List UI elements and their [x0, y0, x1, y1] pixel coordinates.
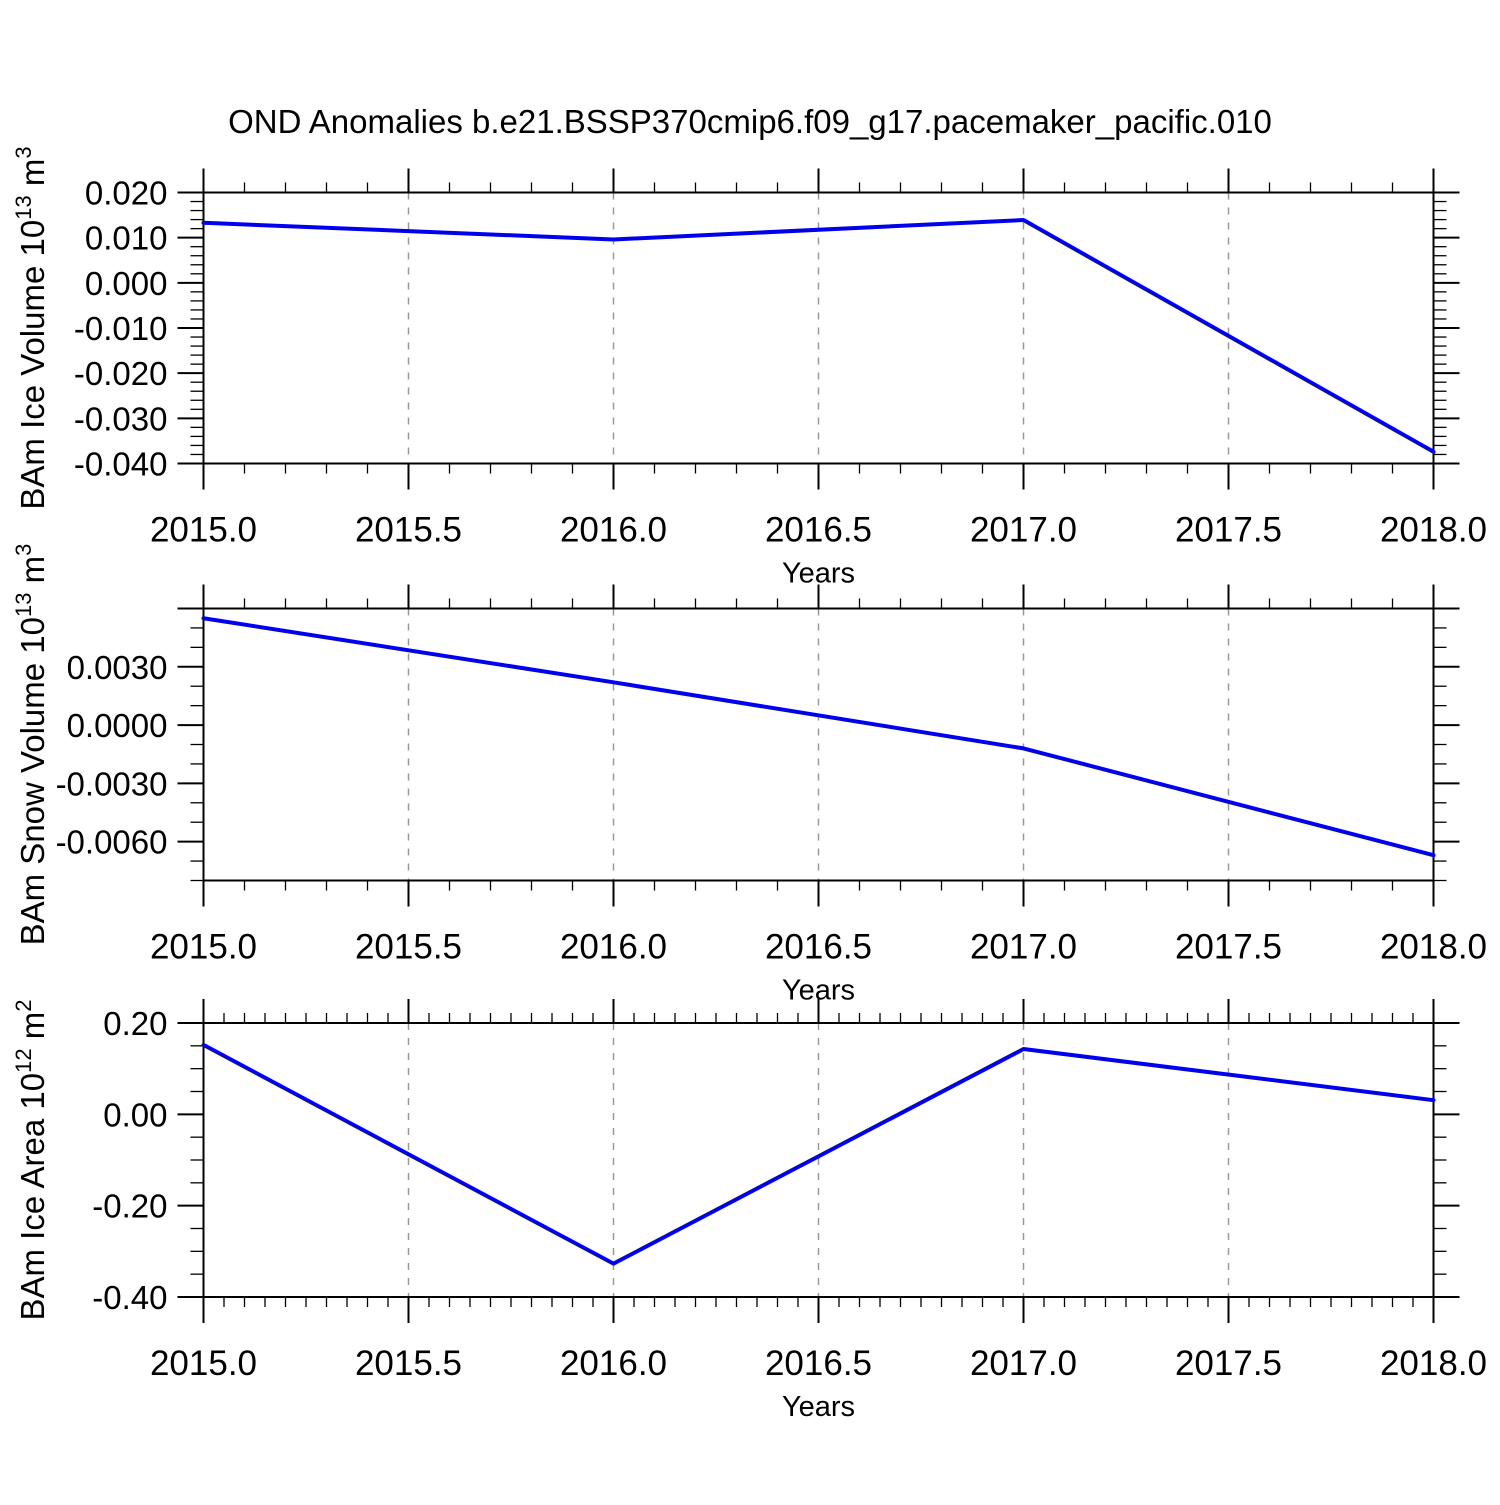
- chart-snow-volume: 0.0030 0.0000 -0.0030 -0.0060 2015.0 2015.5 20…: [11, 544, 1487, 1007]
- y-tick-label: -0.020: [74, 355, 168, 392]
- x-tick-label: 2016.0: [560, 511, 667, 550]
- x-tick-label: 2015.0: [150, 1344, 257, 1383]
- x-tick-label: 2015.5: [355, 928, 462, 967]
- x-tick-label: 2017.0: [970, 1344, 1077, 1383]
- x-tick-label: 2015.0: [150, 511, 257, 550]
- x-tick-label: 2016.0: [560, 928, 667, 967]
- plot-border: [202, 1022, 1435, 1298]
- x-axis-title: Years: [782, 1391, 855, 1423]
- x-tick-label: 2016.5: [765, 928, 872, 967]
- x-tick-label: 2018.0: [1380, 1344, 1487, 1383]
- y-tick-label: -0.040: [74, 446, 168, 483]
- x-tick-label: 2017.0: [970, 511, 1077, 550]
- chart-ice-area: 0.20 0.00 -0.20 -0.40 2015.0 2015.5 2016.0 2016…: [11, 999, 1487, 1423]
- y-tick-label: 0.00: [103, 1096, 167, 1133]
- y-tick-label: -0.010: [74, 310, 168, 347]
- x-tick-label: 2016.0: [560, 1344, 667, 1383]
- x-tick-label: 2016.5: [765, 511, 872, 550]
- x-tick-label: 2017.0: [970, 928, 1077, 967]
- plot-border: [202, 607, 1435, 882]
- y-tick-label: -0.20: [92, 1188, 167, 1225]
- x-tick-label: 2017.5: [1175, 511, 1282, 550]
- y-tick-label: 0.020: [85, 175, 168, 212]
- y-tick-label: 0.0030: [67, 649, 168, 686]
- data-line: [201, 1042, 1436, 1266]
- y-tick-label: 0.20: [103, 1005, 167, 1042]
- x-tick-label: 2016.5: [765, 1344, 872, 1383]
- chart-ice-volume: 0.020 0.010 0.000 -0.010 -0.020 -0.030 -0.040 2…: [11, 146, 1487, 589]
- x-tick-label: 2015.5: [355, 511, 462, 550]
- y-tick-label: 0.000: [85, 265, 168, 302]
- y-axis-title: BAm Ice Area 1012 m2: [11, 999, 51, 1320]
- x-tick-label: 2017.5: [1175, 928, 1282, 967]
- figure-title: OND Anomalies b.e21.BSSP370cmip6.f09_g17…: [228, 103, 1272, 140]
- plot-border: [202, 191, 1435, 465]
- x-tick-label: 2015.0: [150, 928, 257, 967]
- x-tick-label: 2018.0: [1380, 511, 1487, 550]
- y-tick-label: 0.0000: [67, 707, 168, 744]
- y-axis-title: BAm Ice Volume 1013 m3: [11, 146, 51, 509]
- y-tick-label: -0.40: [92, 1279, 167, 1316]
- x-tick-label: 2015.5: [355, 1344, 462, 1383]
- y-axis-title: BAm Snow Volume 1013 m3: [11, 544, 51, 946]
- x-axis-title: Years: [782, 558, 855, 590]
- data-line: [201, 218, 1436, 454]
- x-tick-label: 2017.5: [1175, 1344, 1282, 1383]
- y-tick-label: -0.030: [74, 400, 168, 437]
- y-tick-label: -0.0060: [56, 824, 168, 861]
- y-tick-label: -0.0030: [56, 765, 168, 802]
- y-tick-label: 0.010: [85, 220, 168, 257]
- data-line: [201, 616, 1436, 858]
- x-tick-label: 2018.0: [1380, 928, 1487, 967]
